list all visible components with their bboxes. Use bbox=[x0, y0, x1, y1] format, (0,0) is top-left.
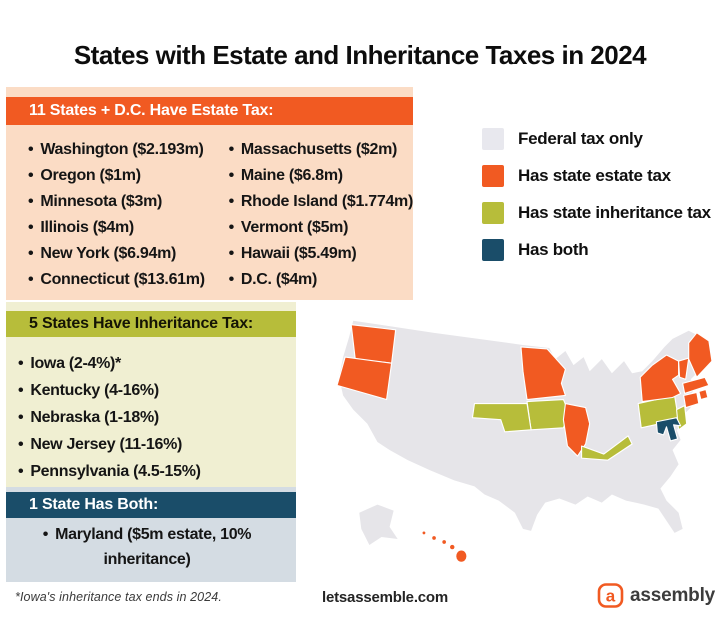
inheritance-tax-item: New Jersey (11-16%) bbox=[18, 431, 296, 458]
page-title: States with Estate and Inheritance Taxes… bbox=[73, 40, 647, 70]
estate-tax-item: Minnesota ($3m) bbox=[28, 189, 217, 215]
inheritance-tax-header: 5 States Have Inheritance Tax: bbox=[6, 311, 296, 337]
us-map bbox=[333, 314, 717, 578]
estate-tax-item: Rhode Island ($1.774m) bbox=[229, 189, 413, 215]
website-text: letsassemble.com bbox=[322, 589, 449, 606]
estate-tax-item: Massachusetts ($2m) bbox=[229, 137, 413, 163]
legend-swatch-federal bbox=[482, 128, 504, 150]
state-nebraska bbox=[471, 403, 532, 433]
state-new-jersey bbox=[676, 405, 688, 431]
legend-item-both: Has both bbox=[482, 239, 711, 261]
estate-tax-item: Washington ($2.193m) bbox=[28, 137, 217, 163]
state-maryland bbox=[655, 417, 682, 442]
estate-tax-list-column-2: Massachusetts ($2m) Maine ($6.8m) Rhode … bbox=[217, 137, 413, 293]
legend-label: Has state estate tax bbox=[518, 166, 671, 185]
state-new-york bbox=[639, 354, 682, 403]
inheritance-tax-box: 5 States Have Inheritance Tax: Iowa (2-4… bbox=[6, 302, 296, 487]
legend-label: Has state inheritance tax bbox=[518, 203, 711, 222]
inheritance-tax-item: Iowa (2-4%)* bbox=[18, 350, 296, 377]
colored-states bbox=[336, 324, 713, 562]
estate-tax-item: D.C. ($4m) bbox=[229, 267, 413, 293]
legend-swatch-inheritance bbox=[482, 202, 504, 224]
footnote: *Iowa's inheritance tax ends in 2024. bbox=[15, 590, 222, 604]
inheritance-tax-item: Pennsylvania (4.5-15%) bbox=[18, 458, 296, 485]
estate-tax-lists: Washington ($2.193m) Oregon ($1m) Minnes… bbox=[6, 125, 413, 293]
state-rhode-island bbox=[698, 388, 709, 401]
legend-label: Federal tax only bbox=[518, 129, 643, 148]
estate-tax-item: Oregon ($1m) bbox=[28, 163, 217, 189]
legend-swatch-estate bbox=[482, 165, 504, 187]
estate-tax-item: Illinois ($4m) bbox=[28, 215, 217, 241]
brand-logo: a assembly bbox=[597, 582, 715, 609]
svg-text:a: a bbox=[606, 587, 616, 606]
state-alaska bbox=[359, 504, 398, 546]
estate-tax-item: New York ($6.94m) bbox=[28, 241, 217, 267]
both-taxes-item: Maryland ($5m estate, 10% inheritance) bbox=[16, 522, 278, 572]
state-maine bbox=[688, 332, 713, 378]
inheritance-tax-item: Kentucky (4-16%) bbox=[18, 377, 296, 404]
estate-tax-item: Hawaii ($5.49m) bbox=[229, 241, 413, 267]
state-kentucky bbox=[581, 435, 633, 461]
state-massachusetts bbox=[682, 376, 710, 395]
estate-tax-item: Connecticut ($13.61m) bbox=[28, 267, 217, 293]
legend-item-estate: Has state estate tax bbox=[482, 165, 711, 187]
estate-tax-box: 11 States + D.C. Have Estate Tax: Washin… bbox=[6, 87, 413, 300]
legend-swatch-both bbox=[482, 239, 504, 261]
state-washington bbox=[350, 324, 397, 364]
state-iowa bbox=[526, 398, 571, 431]
map-legend: Federal tax only Has state estate tax Ha… bbox=[482, 128, 711, 276]
legend-item-federal: Federal tax only bbox=[482, 128, 711, 150]
inheritance-tax-item: Nebraska (1-18%) bbox=[18, 404, 296, 431]
legend-item-inheritance: Has state inheritance tax bbox=[482, 202, 711, 224]
us-map-svg bbox=[336, 320, 713, 562]
brand-name: assembly bbox=[630, 584, 716, 606]
assembly-logo-icon: a bbox=[597, 583, 624, 608]
state-connecticut bbox=[683, 391, 700, 409]
both-taxes-list: Maryland ($5m estate, 10% inheritance) bbox=[6, 518, 296, 572]
state-oregon bbox=[336, 356, 393, 401]
state-hawaii bbox=[422, 531, 467, 562]
estate-tax-item: Vermont ($5m) bbox=[229, 215, 413, 241]
both-taxes-header: 1 State Has Both: bbox=[6, 492, 296, 518]
estate-tax-item: Maine ($6.8m) bbox=[229, 163, 413, 189]
state-vermont bbox=[678, 357, 690, 380]
legend-label: Has both bbox=[518, 240, 589, 259]
both-taxes-box: 1 State Has Both: Maryland ($5m estate, … bbox=[6, 487, 296, 582]
estate-tax-header: 11 States + D.C. Have Estate Tax: bbox=[6, 97, 413, 125]
inheritance-tax-list: Iowa (2-4%)* Kentucky (4-16%) Nebraska (… bbox=[6, 337, 296, 485]
state-minnesota bbox=[520, 346, 566, 401]
estate-tax-list-column-1: Washington ($2.193m) Oregon ($1m) Minnes… bbox=[16, 137, 217, 293]
